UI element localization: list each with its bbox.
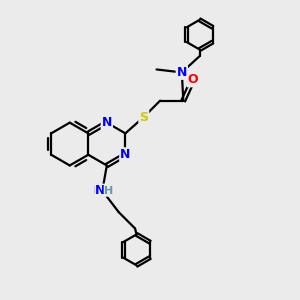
Text: N: N [102, 116, 112, 129]
Text: NH: NH [93, 186, 112, 196]
Text: N: N [95, 184, 105, 197]
Text: S: S [139, 110, 148, 124]
Text: N: N [177, 66, 187, 79]
Text: H: H [104, 186, 113, 196]
Text: N: N [120, 148, 130, 161]
Text: O: O [188, 74, 198, 86]
